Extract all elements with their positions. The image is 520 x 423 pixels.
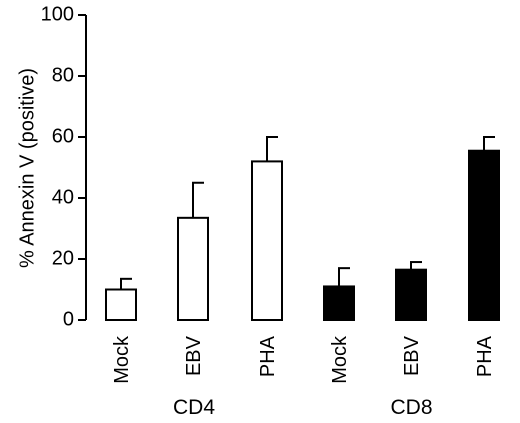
bar <box>323 285 355 322</box>
y-tick-label: 80 <box>52 64 74 86</box>
y-tick-label: 40 <box>52 186 74 208</box>
bar <box>105 288 137 321</box>
y-tick-label: 60 <box>52 125 74 147</box>
bar <box>177 216 209 321</box>
x-tick-label: Mock <box>111 335 133 384</box>
x-axis: Mock EBV PHA Mock EBV PHA CD4 CD8 <box>111 335 496 419</box>
y-axis-title: % Annexin V (positive) <box>16 68 38 268</box>
x-tick-label: PHA <box>474 335 496 377</box>
y-tick-label: 20 <box>52 247 74 269</box>
y-tick-label: 0 <box>63 308 74 330</box>
bar <box>251 160 283 321</box>
y-tick-label: 100 <box>41 3 74 25</box>
bar <box>395 268 427 321</box>
x-tick-label: EBV <box>183 335 205 376</box>
group-label: CD4 <box>173 396 215 419</box>
bar <box>468 149 500 321</box>
bars <box>105 136 500 322</box>
x-tick-label: PHA <box>257 335 279 377</box>
y-axis: 0 20 40 60 80 100 <box>41 3 87 330</box>
x-tick-label: Mock <box>329 335 351 384</box>
x-tick-label: EBV <box>401 335 423 376</box>
group-label: CD8 <box>390 396 432 419</box>
